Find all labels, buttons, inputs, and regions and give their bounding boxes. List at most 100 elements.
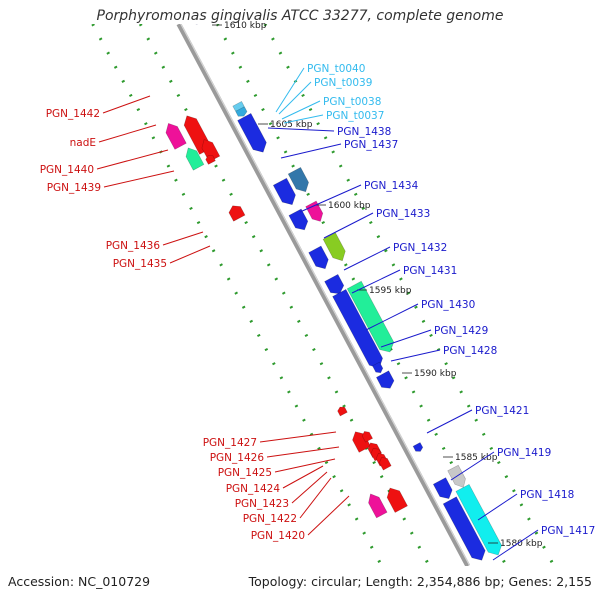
gene-label: PGN_1439 (47, 182, 101, 194)
leader-line (278, 81, 312, 115)
scale-label: 1595 kbp (369, 286, 412, 296)
scale-label: 1610 kbp (224, 21, 267, 31)
gene-label: PGN_1432 (393, 242, 447, 254)
gene-label: PGN_1425 (218, 467, 272, 479)
leader-line (351, 269, 401, 294)
gene-arrow-forward (412, 442, 424, 452)
gene-label: PGN_1442 (46, 108, 100, 120)
leader-line (102, 95, 151, 114)
gene-label: nadE (70, 137, 96, 149)
gene-arrow-forward (372, 361, 384, 374)
leader-line (283, 114, 324, 124)
gene-arrow-reverse (205, 155, 216, 165)
leader-line (280, 143, 342, 159)
gene-label: PGN_1429 (434, 325, 488, 337)
gene-label: PGN_1428 (443, 345, 497, 357)
gene-arrow-forward (432, 477, 453, 499)
gene-arrow-forward (235, 106, 248, 117)
leader-line (169, 245, 211, 264)
gene-arrow-forward (346, 280, 395, 353)
gene-label: PGN_1433 (376, 208, 430, 220)
gene-label: PGN_1426 (210, 452, 265, 464)
gene-label: PGN_1423 (235, 498, 289, 510)
leader-line (275, 67, 305, 113)
gene-label: PGN_1424 (226, 483, 281, 495)
gene-label: PGN_1435 (113, 258, 167, 270)
gene-arrow-forward (237, 112, 267, 153)
gene-arrow-forward (324, 273, 345, 295)
gene-label: PGN_1420 (251, 530, 305, 542)
gene-arrow-forward (272, 177, 296, 206)
scale-label: 1590 kbp (414, 369, 457, 379)
gene-arrow-forward (375, 370, 395, 389)
gene-label: PGN_t0038 (323, 96, 381, 108)
leader-line (365, 303, 419, 331)
gene-label: PGN_1418 (520, 489, 574, 501)
gene-label: PGN_1419 (497, 447, 551, 459)
gene-arrow-reverse (378, 457, 392, 471)
gene-label: PGN_1434 (364, 180, 419, 192)
leader-line (267, 127, 335, 132)
gene-label: PGN_1436 (106, 240, 161, 252)
genome-summary-text: Topology: circular; Length: 2,354,886 bp… (248, 574, 592, 589)
gene-arrow-reverse (368, 493, 388, 519)
leader-line (162, 231, 204, 246)
gene-arrow-reverse (361, 431, 374, 443)
gene-arrow-forward (305, 200, 324, 222)
leader-line (299, 477, 332, 519)
gene-arrow-forward (308, 245, 329, 270)
gene-label: PGN_t0037 (326, 110, 384, 122)
genome-backbone (176, 24, 471, 566)
leader-line (281, 100, 321, 120)
leader-line (390, 349, 441, 362)
gene-arrow-reverse (165, 123, 187, 150)
gene-label: PGN_1417 (541, 525, 595, 537)
gene-arrow-reverse (352, 431, 372, 453)
leader-line (492, 529, 539, 561)
gene-label: PGN_1422 (243, 513, 297, 525)
leader-line (98, 124, 157, 143)
gene-arrow-reverse (201, 139, 221, 163)
leader-line (291, 471, 328, 504)
accession-text: Accession: NC_010729 (8, 574, 151, 589)
leader-line (380, 329, 432, 348)
leader-line (274, 458, 336, 473)
leader-line (259, 431, 337, 443)
gene-arrow-forward (288, 208, 309, 231)
gene-label: PGN_1437 (344, 139, 398, 151)
gene-arrow-forward (332, 288, 383, 369)
leader-line (96, 149, 169, 170)
leader-line (450, 451, 495, 481)
leader-line (477, 493, 518, 521)
gene-arrow-reverse (185, 147, 205, 171)
leader-line (426, 409, 473, 434)
leader-line (282, 465, 324, 489)
leader-line (343, 246, 391, 271)
gene-arrow-forward (195, 24, 198, 25)
gene-label: PGN_1440 (40, 164, 94, 176)
gene-arrow-forward (442, 496, 486, 561)
gene-label: PGN_t0040 (307, 63, 365, 75)
page-title: Porphyromonas gingivalis ATCC 33277, com… (96, 8, 504, 24)
scale-label: 1600 kbp (328, 201, 371, 211)
gene-label: PGN_1421 (475, 405, 529, 417)
gene-label: PGN_1427 (203, 437, 257, 449)
gene-label: PGN_t0039 (314, 77, 372, 89)
leader-line (323, 212, 374, 239)
gene-label: PGN_1431 (403, 265, 457, 277)
genome-backbone-highlight (180, 24, 470, 566)
scale-label: 1580 kbp (500, 539, 543, 549)
scale-label: 1585 kbp (455, 453, 498, 463)
gene-label: PGN_1430 (421, 299, 475, 311)
leader-line (307, 495, 350, 536)
gene-label: PGN_1438 (337, 126, 391, 138)
leader-line (103, 170, 175, 188)
gene-arrow-reverse (337, 406, 348, 417)
gene-arrow-reverse (228, 205, 246, 222)
gene-arrow-reverse (386, 487, 408, 513)
leader-line (299, 184, 362, 213)
gene-arrow-forward (287, 166, 309, 193)
scale-label: 1605 kbp (270, 120, 313, 130)
leader-line (266, 446, 340, 458)
